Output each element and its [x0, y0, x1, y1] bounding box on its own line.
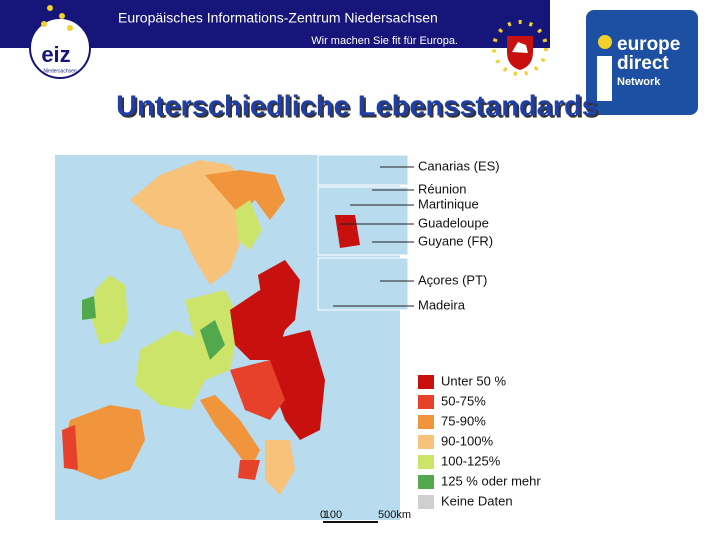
stars	[41, 5, 73, 31]
scale-label: 0	[320, 509, 326, 521]
title: Unterschiedliche Lebensstandards	[116, 91, 598, 123]
legend-swatch	[418, 455, 434, 469]
legend-label: 90-100%	[441, 433, 493, 448]
inset-label: Guadeloupe	[418, 215, 489, 230]
legend-label: 100-125%	[441, 453, 501, 468]
header-bar	[0, 0, 550, 48]
legend-label: Unter 50 %	[441, 373, 506, 388]
logo-text: eiz	[41, 42, 70, 67]
badge-line1: europe	[617, 34, 680, 55]
crest	[492, 20, 548, 76]
scale-label: 500km	[378, 509, 411, 521]
legend-swatch	[418, 415, 434, 429]
badge-dot	[598, 35, 612, 49]
inset-label: Canarias (ES)	[418, 158, 500, 173]
inset-label: Guyane (FR)	[418, 233, 493, 248]
inset-label: Açores (PT)	[418, 272, 487, 287]
legend-swatch	[418, 395, 434, 409]
legend-label: 50-75%	[441, 393, 486, 408]
badge	[586, 10, 698, 115]
legend-swatch	[418, 375, 434, 389]
logo-sub: Niedersachsen	[43, 68, 77, 74]
legend-swatch	[418, 435, 434, 449]
badge-i	[597, 56, 612, 101]
inset-label: Réunion	[418, 181, 466, 196]
header-line2: Wir machen Sie fit für Europa.	[311, 35, 458, 47]
badge-line2: direct	[617, 53, 669, 74]
legend-swatch	[418, 475, 434, 489]
scale-label: 100	[324, 509, 342, 521]
inset-label: Martinique	[418, 196, 479, 211]
legend-label: 125 % oder mehr	[441, 473, 541, 488]
map	[55, 154, 409, 520]
header-line1: Europäisches Informations-Zentrum Nieder…	[118, 10, 438, 26]
title-shadow: Unterschiedliche Lebensstandards	[118, 93, 600, 125]
badge-line3: Network	[617, 76, 661, 88]
inset-label: Madeira	[418, 297, 466, 312]
legend-swatch	[418, 495, 434, 509]
legend-label: Keine Daten	[441, 493, 513, 508]
legend-label: 75-90%	[441, 413, 486, 428]
